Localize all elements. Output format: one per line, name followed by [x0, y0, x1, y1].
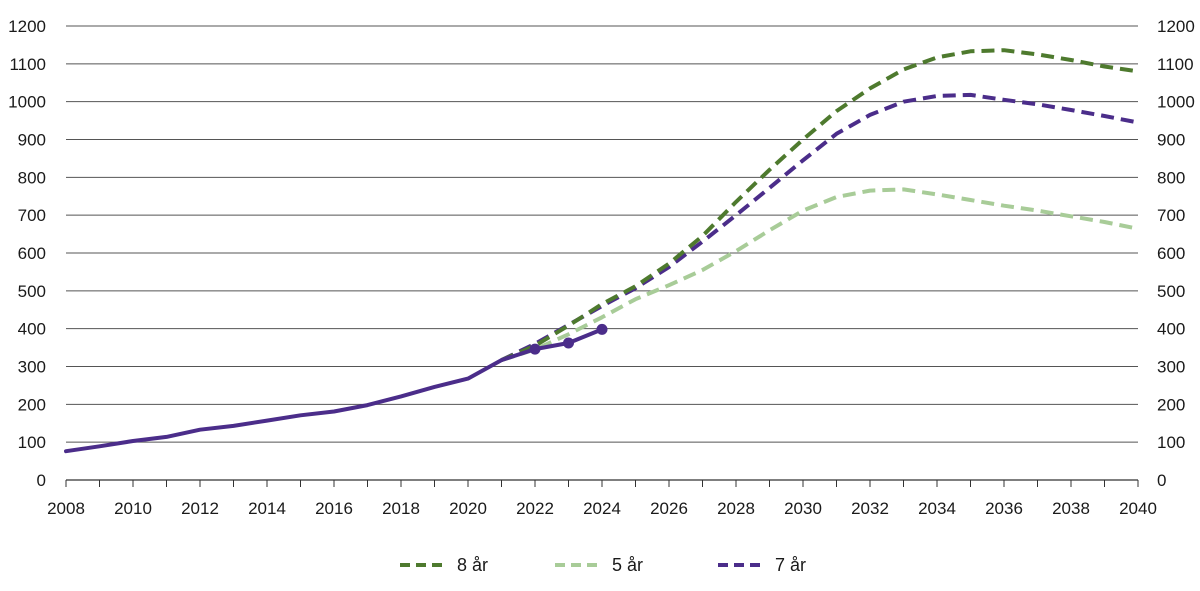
x-tick-label: 2020: [449, 499, 487, 518]
series-line-2: [500, 187, 1139, 363]
y-tick-label-left: 300: [18, 358, 46, 377]
x-tick-label: 2018: [382, 499, 420, 518]
y-tick-label-right: 600: [1157, 244, 1185, 263]
y-tick-label-left: 1200: [8, 17, 46, 36]
historical-marker: [529, 343, 541, 355]
plot-area: [64, 48, 1139, 454]
y-tick-label-right: 1000: [1157, 93, 1195, 112]
gridlines: [66, 25, 1138, 481]
x-tick-label: 2010: [114, 499, 152, 518]
historical-line: [64, 327, 604, 454]
x-tick-label: 2008: [47, 499, 85, 518]
legend-label: 7 år: [775, 555, 806, 575]
y-tick-label-left: 1100: [9, 55, 46, 74]
y-tick-label-left: 1000: [8, 93, 46, 112]
x-tick-label: 2028: [717, 499, 755, 518]
series-line-1: [500, 48, 1139, 362]
historical-marker: [596, 323, 608, 335]
y-tick-label-right: 900: [1157, 131, 1185, 150]
y-tick-label-left: 0: [37, 471, 46, 490]
y-tick-label-right: 1200: [1157, 17, 1195, 36]
x-tick-label: 2022: [516, 499, 554, 518]
y-tick-label-right: 0: [1157, 471, 1166, 490]
y-tick-label-left: 700: [18, 206, 46, 225]
x-tick-label: 2036: [985, 499, 1023, 518]
x-tick-label: 2040: [1119, 499, 1157, 518]
y-tick-label-right: 700: [1157, 206, 1185, 225]
y-tick-label-left: 900: [18, 131, 46, 150]
y-tick-label-left: 100: [18, 433, 46, 452]
x-tick-label: 2026: [650, 499, 688, 518]
x-tick-label: 2012: [181, 499, 219, 518]
x-tick-label: 2016: [315, 499, 353, 518]
y-tick-label-right: 200: [1157, 395, 1185, 414]
historical-marker: [563, 337, 574, 349]
x-tick-label: 2038: [1052, 499, 1090, 518]
y-tick-label-left: 600: [18, 244, 46, 263]
x-tick-label: 2034: [918, 499, 956, 518]
y-tick-label-right: 100: [1157, 433, 1185, 452]
y-tick-label-left: 200: [18, 395, 46, 414]
y-tick-label-right: 800: [1157, 168, 1185, 187]
y-tick-label-right: 500: [1157, 282, 1185, 301]
x-tick-label: 2014: [248, 499, 286, 518]
legend: 8 år 5 år 7 år: [400, 555, 806, 575]
legend-label: 5 år: [612, 555, 643, 575]
y-tick-label-right: 400: [1157, 320, 1185, 339]
y-tick-label-left: 400: [18, 320, 46, 339]
y-tick-label-left: 800: [18, 168, 46, 187]
y-tick-label-right: 300: [1157, 358, 1185, 377]
legend-label: 8 år: [457, 555, 488, 575]
x-tick-label: 2030: [784, 499, 822, 518]
y-tick-label-right: 1100: [1157, 55, 1194, 74]
x-tick-label: 2032: [851, 499, 889, 518]
x-tick-label: 2024: [583, 499, 621, 518]
axes: 0 0 100 100 200 200 300 300 400 400 500 500 600 600 70…: [8, 17, 1195, 518]
y-tick-label-left: 500: [18, 282, 46, 301]
